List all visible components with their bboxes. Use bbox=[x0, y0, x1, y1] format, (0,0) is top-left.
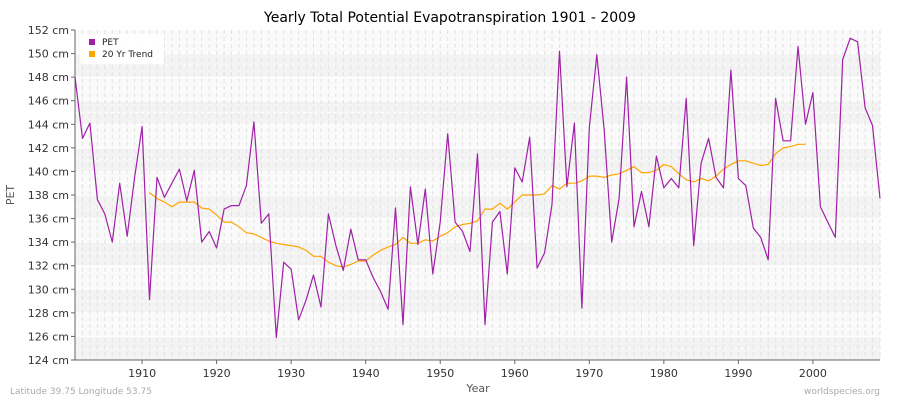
location-label: Latitude 39.75 Longitude 53.75 bbox=[10, 387, 152, 397]
y-tick-label: 146 cm bbox=[28, 95, 69, 108]
chart-title: Yearly Total Potential Evapotranspiratio… bbox=[263, 10, 636, 26]
x-tick-label: 1980 bbox=[650, 367, 678, 380]
y-tick-label: 134 cm bbox=[28, 236, 69, 249]
legend-swatch-pet bbox=[89, 39, 95, 45]
x-tick-label: 1950 bbox=[426, 367, 454, 380]
x-tick-label: 1960 bbox=[501, 367, 529, 380]
x-axis-label: Year bbox=[465, 382, 490, 395]
y-tick-label: 150 cm bbox=[28, 48, 69, 61]
y-tick-label: 128 cm bbox=[28, 307, 69, 320]
y-tick-label: 130 cm bbox=[28, 283, 69, 296]
legend: PET 20 Yr Trend bbox=[80, 34, 164, 64]
y-tick-label: 144 cm bbox=[28, 118, 69, 131]
y-tick-label: 140 cm bbox=[28, 165, 69, 178]
y-tick-label: 152 cm bbox=[28, 24, 69, 37]
series-line-20-yr-trend bbox=[149, 143, 806, 268]
y-axis-label: PET bbox=[4, 185, 17, 206]
legend-label-pet: PET bbox=[102, 38, 119, 48]
x-tick-label: 1990 bbox=[724, 367, 752, 380]
y-tick-label: 124 cm bbox=[28, 354, 69, 367]
y-tick-label: 136 cm bbox=[28, 213, 69, 226]
series-line-pet bbox=[74, 37, 881, 339]
x-tick-label: 1920 bbox=[203, 367, 231, 380]
x-tick-label: 2000 bbox=[799, 367, 827, 380]
credit-label: worldspecies.org bbox=[804, 387, 880, 397]
y-tick-label: 132 cm bbox=[28, 260, 69, 273]
y-tick-label: 138 cm bbox=[28, 189, 69, 202]
x-tick-label: 1910 bbox=[128, 367, 156, 380]
x-tick-label: 1970 bbox=[575, 367, 603, 380]
x-tick-label: 1930 bbox=[277, 367, 305, 380]
y-tick-label: 148 cm bbox=[28, 71, 69, 84]
y-tick-label: 126 cm bbox=[28, 330, 69, 343]
x-tick-label: 1940 bbox=[352, 367, 380, 380]
y-tick-label: 142 cm bbox=[28, 142, 69, 155]
legend-label-trend: 20 Yr Trend bbox=[102, 50, 153, 60]
legend-swatch-trend bbox=[89, 51, 95, 57]
